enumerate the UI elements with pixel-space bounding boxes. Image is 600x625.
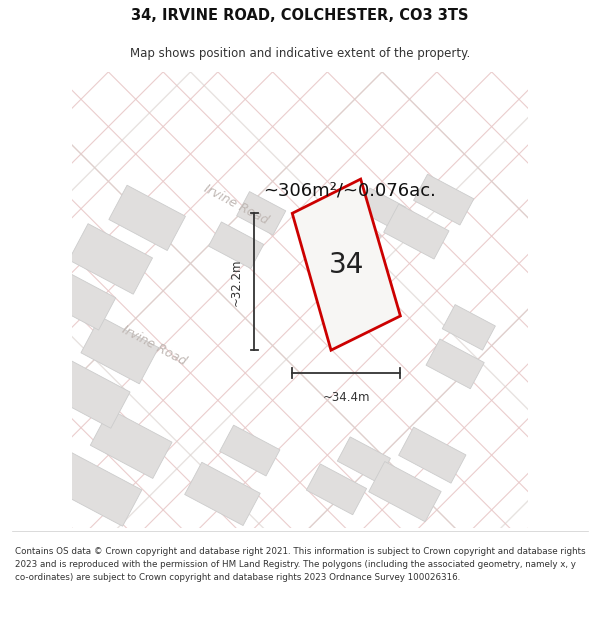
Text: 34: 34 bbox=[328, 251, 364, 279]
Text: Map shows position and indicative extent of the property.: Map shows position and indicative extent… bbox=[130, 48, 470, 61]
Text: Irvine Road: Irvine Road bbox=[119, 323, 188, 368]
Polygon shape bbox=[292, 179, 400, 350]
Bar bbox=[69, 224, 152, 294]
Text: ~32.2m: ~32.2m bbox=[230, 258, 243, 306]
Text: Contains OS data © Crown copyright and database right 2021. This information is : Contains OS data © Crown copyright and d… bbox=[15, 548, 586, 582]
Bar bbox=[329, 214, 381, 258]
Bar bbox=[236, 192, 286, 235]
Bar bbox=[91, 409, 172, 479]
Bar bbox=[46, 270, 116, 330]
Bar bbox=[398, 427, 466, 483]
Bar bbox=[337, 437, 391, 483]
Bar bbox=[220, 425, 280, 476]
Text: Irvine Road: Irvine Road bbox=[202, 182, 271, 227]
Bar bbox=[358, 188, 406, 229]
Bar bbox=[109, 185, 185, 251]
Bar bbox=[185, 462, 260, 526]
Text: 34, IRVINE ROAD, COLCHESTER, CO3 3TS: 34, IRVINE ROAD, COLCHESTER, CO3 3TS bbox=[131, 8, 469, 23]
Bar bbox=[209, 222, 264, 269]
Text: ~34.4m: ~34.4m bbox=[323, 391, 370, 404]
Bar bbox=[413, 174, 474, 225]
Bar bbox=[307, 464, 367, 515]
Bar bbox=[369, 461, 441, 522]
Bar bbox=[52, 452, 142, 526]
Bar bbox=[442, 304, 496, 350]
Bar bbox=[383, 204, 449, 259]
Bar bbox=[426, 339, 484, 389]
Text: ~306m²/~0.076ac.: ~306m²/~0.076ac. bbox=[263, 181, 436, 199]
Bar bbox=[49, 359, 130, 428]
Bar bbox=[81, 316, 158, 384]
